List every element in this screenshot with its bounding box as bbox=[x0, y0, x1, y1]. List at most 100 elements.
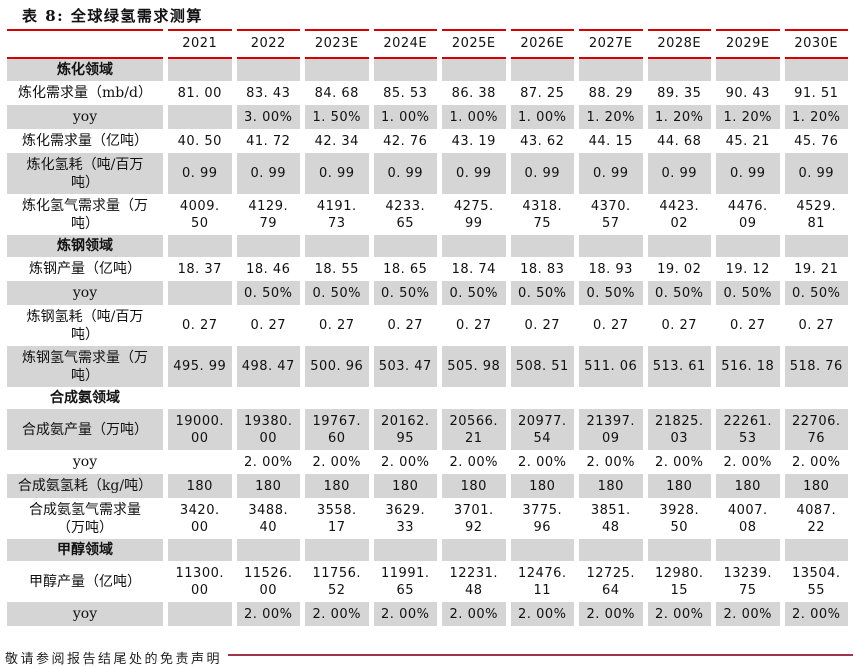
value-cell: 2. 00% bbox=[312, 454, 361, 470]
value-cell: 12980. 15 bbox=[655, 565, 704, 598]
value-cell bbox=[579, 387, 643, 409]
value-cell: 0. 27 bbox=[798, 318, 835, 333]
row-label: 合成氨氢气需求量（万吨） bbox=[29, 501, 141, 536]
value-cell: 2. 00% bbox=[510, 602, 574, 626]
value-cell: 0. 99 bbox=[236, 153, 300, 194]
value-cell: 18. 65 bbox=[383, 261, 428, 277]
value-cell: 19. 21 bbox=[794, 261, 839, 277]
table-row: 炼钢产量（亿吨） 18. 37 18. 46 18. 55 18. 65 18. 74 18… bbox=[7, 257, 848, 281]
value-cell: 0. 27 bbox=[729, 318, 766, 333]
value-cell: 180 bbox=[784, 474, 848, 498]
value-cell: 0. 50% bbox=[647, 281, 711, 305]
header-year-2030e: 2030E bbox=[784, 29, 848, 59]
green-hydrogen-demand-table: 2021 2022 2023E 2024E 2025E 2026E 2027E 2028E 20… bbox=[2, 29, 853, 626]
value-cell: 4529. 81 bbox=[796, 198, 837, 231]
row-label: 炼钢产量（亿吨） bbox=[29, 261, 141, 277]
value-cell: 18. 46 bbox=[246, 261, 291, 277]
value-cell: 2. 00% bbox=[723, 454, 772, 470]
row-label: yoy bbox=[7, 281, 163, 305]
header-year-2021: 2021 bbox=[168, 29, 232, 59]
value-cell: 0. 27 bbox=[250, 318, 287, 333]
row-label: 炼钢氢耗（吨/百万吨） bbox=[26, 308, 144, 343]
value-cell: 2. 00% bbox=[655, 454, 704, 470]
value-cell: 0. 27 bbox=[661, 318, 698, 333]
value-cell: 2. 00% bbox=[586, 454, 635, 470]
table-row: 炼化氢气需求量（万吨） 4009. 50 4129. 79 4191. 73 4233.… bbox=[7, 194, 848, 235]
value-cell: 45. 21 bbox=[725, 133, 770, 149]
value-cell: 180 bbox=[716, 474, 780, 498]
row-label: yoy bbox=[7, 602, 163, 626]
value-cell: 513. 61 bbox=[647, 346, 711, 387]
value-cell: 18. 83 bbox=[520, 261, 565, 277]
value-cell: 43. 62 bbox=[520, 133, 565, 149]
table-row: yoy 3. 00% 1. 50% 1. 00% 1. 00% 1. 00% 1. 20% 1… bbox=[7, 105, 848, 129]
value-cell: 0. 99 bbox=[510, 153, 574, 194]
value-cell: 3. 00% bbox=[236, 105, 300, 129]
value-cell: 0. 50% bbox=[784, 281, 848, 305]
value-cell: 0. 50% bbox=[579, 281, 643, 305]
value-cell: 18. 55 bbox=[314, 261, 359, 277]
value-cell: 0. 50% bbox=[716, 281, 780, 305]
table-row: 合成氨产量（万吨） 19000. 00 19380. 00 19767. 60 2016… bbox=[7, 409, 848, 450]
value-cell bbox=[647, 235, 711, 257]
value-cell: 4423. 02 bbox=[659, 198, 700, 231]
value-cell bbox=[168, 105, 232, 129]
row-label: 炼钢氢气需求量（万吨） bbox=[7, 346, 163, 387]
value-cell: 0. 99 bbox=[305, 153, 369, 194]
value-cell: 22261. 53 bbox=[716, 409, 780, 450]
value-cell bbox=[442, 235, 506, 257]
value-cell: 44. 15 bbox=[588, 133, 633, 149]
row-label: 甲醇产量（亿吨） bbox=[29, 573, 141, 590]
value-cell: 2. 00% bbox=[449, 454, 498, 470]
header-year-2029e: 2029E bbox=[716, 29, 780, 59]
value-cell: 2. 00% bbox=[381, 454, 430, 470]
value-cell: 13504. 55 bbox=[792, 565, 841, 598]
value-cell: 180 bbox=[442, 474, 506, 498]
value-cell bbox=[784, 59, 848, 81]
value-cell bbox=[236, 235, 300, 257]
value-cell bbox=[442, 539, 506, 561]
value-cell bbox=[716, 387, 780, 409]
value-cell: 180 bbox=[647, 474, 711, 498]
value-cell: 0. 99 bbox=[716, 153, 780, 194]
value-cell: 1. 20% bbox=[784, 105, 848, 129]
value-cell bbox=[168, 539, 232, 561]
value-cell: 180 bbox=[373, 474, 437, 498]
row-label: 炼化氢耗（吨/百万吨） bbox=[7, 153, 163, 194]
value-cell: 498. 47 bbox=[236, 346, 300, 387]
value-cell bbox=[236, 59, 300, 81]
row-label: 炼化需求量（亿吨） bbox=[22, 133, 148, 149]
value-cell: 1. 00% bbox=[373, 105, 437, 129]
value-cell: 83. 43 bbox=[246, 85, 291, 101]
value-cell: 4007. 08 bbox=[727, 502, 768, 535]
value-cell: 4009. 50 bbox=[179, 198, 220, 231]
row-label: 炼化氢气需求量（万吨） bbox=[22, 197, 148, 232]
table-row: 合成氨氢耗（kg/吨） 180 180 180 180 180 180 180 180 180 18… bbox=[7, 474, 848, 498]
header-year-2022: 2022 bbox=[236, 29, 300, 59]
value-cell: 19000. 00 bbox=[168, 409, 232, 450]
value-cell: 4087. 22 bbox=[796, 502, 837, 535]
table-row: 炼钢氢耗（吨/百万吨） 0. 27 0. 27 0. 27 0. 27 0. 27 0. 2… bbox=[7, 305, 848, 346]
value-cell: 0. 99 bbox=[373, 153, 437, 194]
section-label: 炼化领域 bbox=[7, 59, 163, 81]
value-cell bbox=[237, 387, 301, 409]
value-cell: 1. 50% bbox=[305, 105, 369, 129]
value-cell: 2. 00% bbox=[236, 602, 300, 626]
value-cell: 11526. 00 bbox=[244, 565, 293, 598]
value-cell bbox=[716, 539, 780, 561]
value-cell: 2. 00% bbox=[442, 602, 506, 626]
value-cell: 0. 50% bbox=[305, 281, 369, 305]
value-cell: 0. 50% bbox=[373, 281, 437, 305]
value-cell: 511. 06 bbox=[579, 346, 643, 387]
section-row: 炼化领域 bbox=[7, 59, 848, 81]
table-row: 炼化需求量（mb/d） 81. 00 83. 43 84. 68 85. 53 86. 3… bbox=[7, 81, 848, 105]
value-cell: 89. 35 bbox=[657, 85, 702, 101]
value-cell: 21397. 09 bbox=[579, 409, 643, 450]
header-year-2025e: 2025E bbox=[442, 29, 506, 59]
value-cell: 13239. 75 bbox=[723, 565, 772, 598]
header-year-2028e: 2028E bbox=[647, 29, 711, 59]
value-cell: 0. 50% bbox=[510, 281, 574, 305]
value-cell: 21825. 03 bbox=[647, 409, 711, 450]
value-cell: 505. 98 bbox=[442, 346, 506, 387]
table-row: yoy 2. 00% 2. 00% 2. 00% 2. 00% 2. 00% 2. 00% 2… bbox=[7, 602, 848, 626]
